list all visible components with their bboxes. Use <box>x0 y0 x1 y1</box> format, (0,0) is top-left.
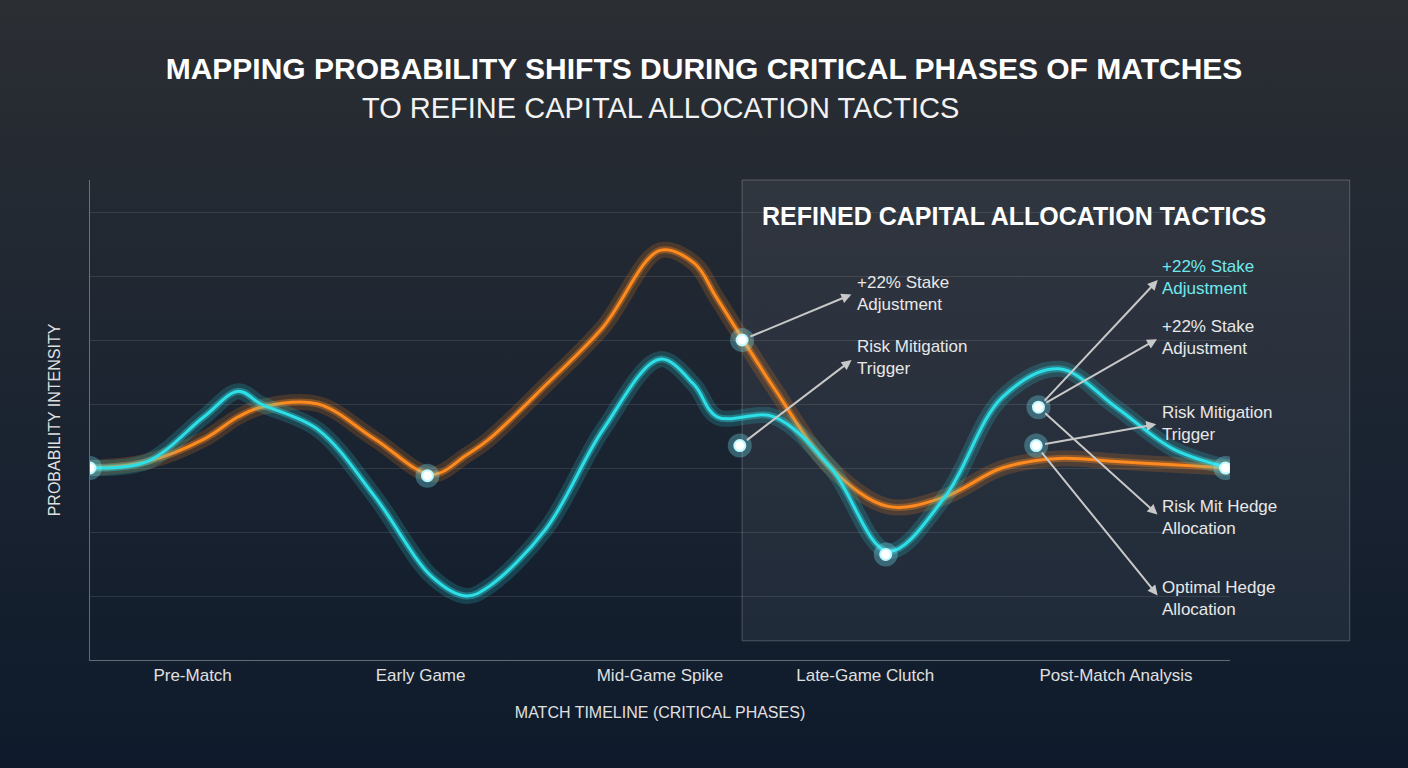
svg-text:PROBABILITY INTENSITY: PROBABILITY INTENSITY <box>46 323 63 516</box>
svg-text:+22% StakeAdjustment: +22% StakeAdjustment <box>1162 317 1254 358</box>
svg-text:Risk MitigationTrigger: Risk MitigationTrigger <box>1162 403 1273 444</box>
svg-text:+22% StakeAdjustment: +22% StakeAdjustment <box>1162 257 1254 298</box>
svg-text:Mid-Game Spike: Mid-Game Spike <box>597 666 724 685</box>
svg-text:Optimal HedgeAllocation: Optimal HedgeAllocation <box>1162 578 1275 619</box>
svg-text:Risk MitigationTrigger: Risk MitigationTrigger <box>857 337 968 378</box>
svg-text:Late-Game Clutch: Late-Game Clutch <box>796 666 934 685</box>
svg-text:MATCH TIMELINE (CRITICAL PHASE: MATCH TIMELINE (CRITICAL PHASES) <box>515 704 805 721</box>
svg-text:+22% StakeAdjustment: +22% StakeAdjustment <box>857 273 949 314</box>
svg-text:Post-Match Analysis: Post-Match Analysis <box>1039 666 1192 685</box>
svg-text:Pre-Match: Pre-Match <box>153 666 231 685</box>
svg-text:REFINED CAPITAL ALLOCATION TAC: REFINED CAPITAL ALLOCATION TACTICS <box>762 202 1266 230</box>
svg-text:Risk Mit HedgeAllocation: Risk Mit HedgeAllocation <box>1162 497 1277 538</box>
svg-text:TO REFINE CAPITAL ALLOCATION T: TO REFINE CAPITAL ALLOCATION TACTICS <box>362 92 959 124</box>
svg-text:MAPPING PROBABILITY SHIFTS DUR: MAPPING PROBABILITY SHIFTS DURING CRITIC… <box>166 52 1243 85</box>
svg-text:Early Game: Early Game <box>376 666 466 685</box>
